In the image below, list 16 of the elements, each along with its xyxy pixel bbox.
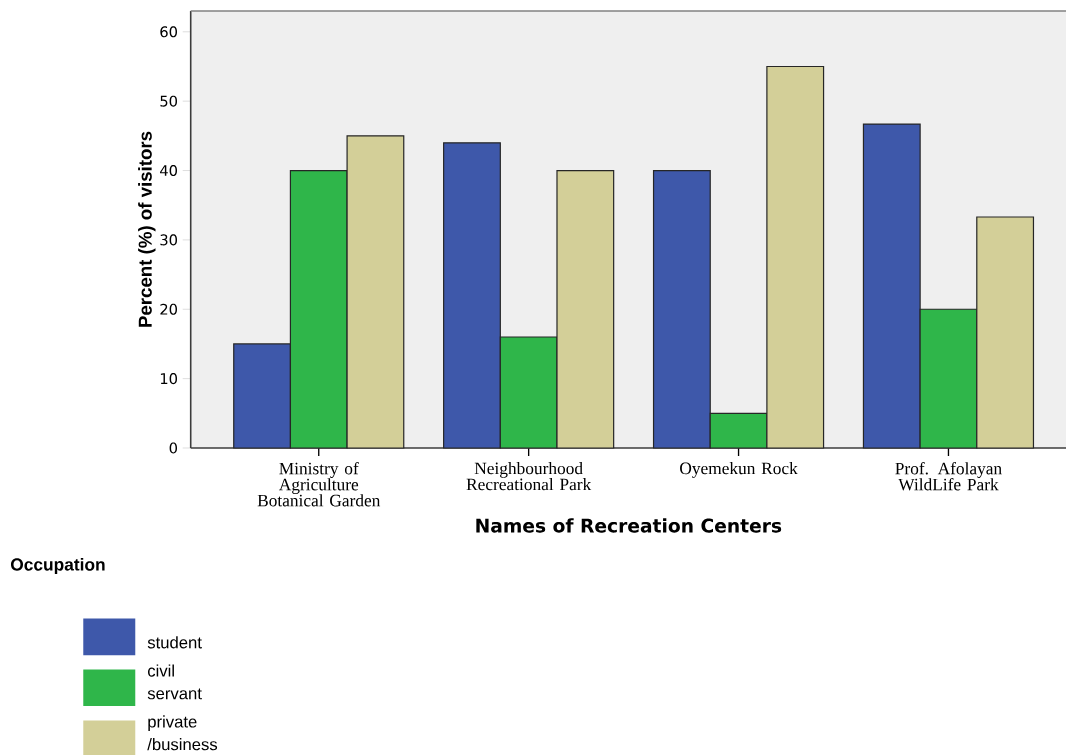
- y-tick-label: 20: [160, 303, 177, 315]
- x-tick-label: Ministry of Agriculture Botanical Garden: [257, 462, 381, 507]
- legend-title: Occupation: [10, 557, 105, 575]
- y-tick-label: 60: [160, 26, 177, 38]
- legend-label: student: [147, 636, 202, 649]
- y-tick-label: 30: [160, 234, 177, 246]
- y-tick-label: 0: [169, 442, 178, 454]
- x-tick-label: Oyemekun Rock: [680, 462, 798, 478]
- x-tick-label: Neighbourhood Recreational Park: [466, 462, 592, 491]
- y-axis-title: Percent (%) of visitors: [138, 131, 156, 327]
- legend-label: private /business: [147, 715, 218, 751]
- x-axis-title: Names of Recreation Centers: [476, 518, 782, 533]
- x-tick-label: Prof. Afolayan WildLife Park: [895, 462, 1002, 491]
- y-tick-label: 10: [160, 373, 177, 385]
- y-tick-label: 40: [160, 165, 177, 177]
- y-tick-label: 50: [160, 95, 177, 107]
